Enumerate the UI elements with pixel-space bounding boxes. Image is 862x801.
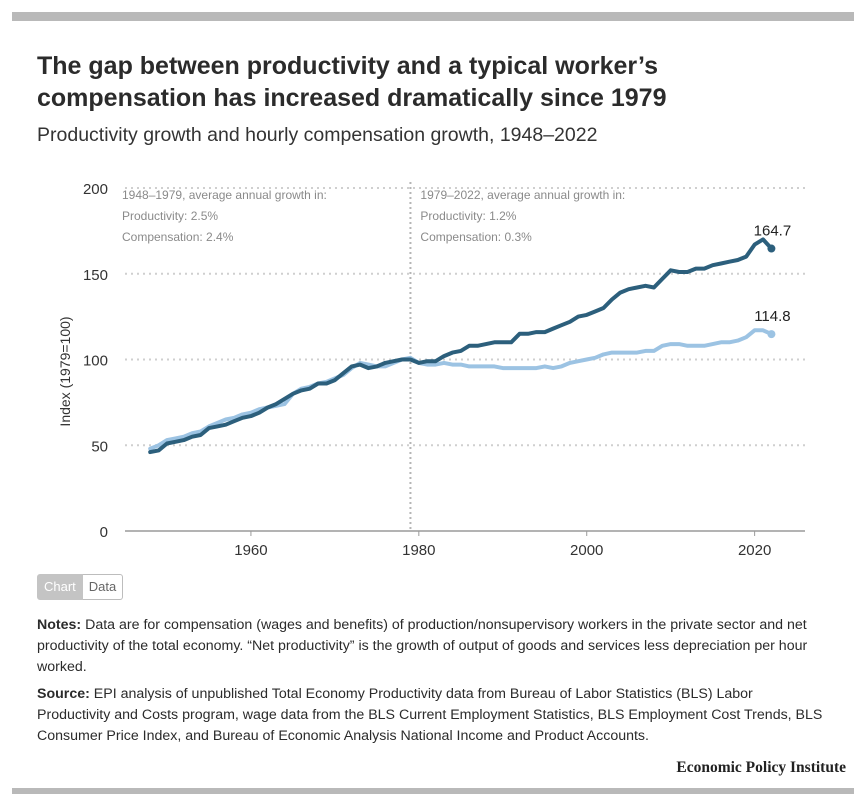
x-tick-label-1980: 1980 [402, 542, 435, 559]
view-toggle: Chart Data [37, 574, 124, 600]
end-label-productivity: 164.7 [754, 223, 792, 240]
y-tick-label-200: 200 [83, 181, 108, 198]
annotation-1-line-2: Productivity: 2.5% [122, 209, 218, 223]
line-chart: 0 50 100 150 200 1960 1980 2000 2020 Index (1979=… [57, 181, 805, 559]
epi-logo: Economic Policy Institute [676, 759, 846, 776]
chart-subtitle: Productivity growth and hourly compensat… [37, 124, 598, 146]
y-axis-title: Index (1979=100) [57, 316, 73, 426]
notes: Notes: Data are for compensation (wages … [37, 615, 827, 678]
series-line-productivity [148, 237, 774, 455]
x-tick-label-2000: 2000 [570, 542, 603, 559]
chart-title: The gap between productivity and a typic… [37, 52, 667, 112]
bottom-rule [12, 788, 854, 794]
y-tick-label-50: 50 [91, 438, 108, 455]
end-point-productivity [767, 244, 776, 253]
tab-data[interactable]: Data [82, 574, 124, 600]
tab-chart[interactable]: Chart [37, 574, 83, 600]
top-rule [12, 12, 854, 21]
y-tick-label-150: 150 [83, 267, 108, 284]
notes-label: Notes: [37, 617, 82, 633]
source-label: Source: [37, 686, 90, 702]
source-text: EPI analysis of unpublished Total Econom… [37, 686, 823, 744]
end-point-compensation [767, 330, 776, 339]
x-tick-label-1960: 1960 [234, 542, 267, 559]
x-tick-label-2020: 2020 [738, 542, 771, 559]
end-label-compensation: 114.8 [754, 308, 790, 325]
annotation-2-line-3: Compensation: 0.3% [420, 230, 532, 244]
annotation-2-line-1: 1979–2022, average annual growth in: [420, 188, 625, 202]
annotation-1-line-3: Compensation: 2.4% [122, 230, 234, 244]
annotation-1-line-1: 1948–1979, average annual growth in: [122, 188, 327, 202]
annotation-2-line-2: Productivity: 1.2% [420, 209, 516, 223]
notes-text: Data are for compensation (wages and ben… [37, 617, 808, 675]
y-tick-label-100: 100 [83, 353, 108, 370]
y-tick-label-0: 0 [100, 524, 108, 541]
series-line-compensation [148, 328, 774, 451]
source: Source: EPI analysis of unpublished Tota… [37, 684, 827, 747]
